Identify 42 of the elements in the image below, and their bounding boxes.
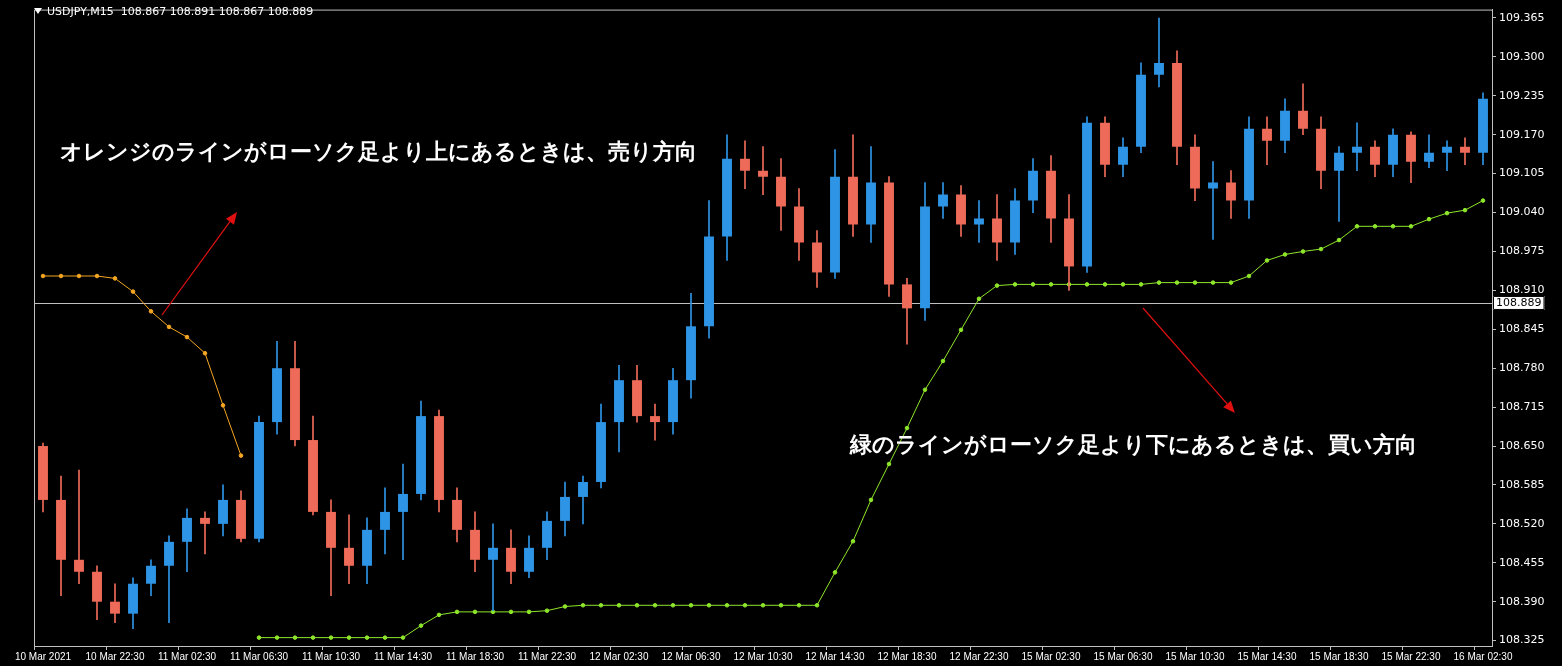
- x-tick-label: 11 Mar 06:30: [229, 650, 289, 662]
- x-tick-label: 12 Mar 22:30: [949, 650, 1009, 662]
- x-tick-label: 15 Mar 18:30: [1309, 650, 1369, 662]
- x-tick-label: 15 Mar 06:30: [1093, 650, 1153, 662]
- y-tick-label: 109.235: [1499, 88, 1545, 102]
- x-tick-label: 12 Mar 10:30: [733, 650, 793, 662]
- y-tick-label: 108.325: [1499, 633, 1545, 647]
- x-tick-label: 12 Mar 18:30: [877, 650, 937, 662]
- x-tick-label: 11 Mar 02:30: [157, 650, 217, 662]
- y-tick-label: 108.455: [1499, 555, 1545, 569]
- x-tick-label: 11 Mar 18:30: [445, 650, 505, 662]
- annotation: 緑のラインがローソク足より下にあるときは、買い方向: [850, 431, 1417, 459]
- y-tick-label: 109.040: [1499, 205, 1545, 219]
- x-tick-label: 11 Mar 22:30: [517, 650, 577, 662]
- x-tick-label: 12 Mar 06:30: [661, 650, 721, 662]
- y-tick-label: 109.300: [1499, 49, 1545, 63]
- y-tick-label: 108.780: [1499, 361, 1545, 375]
- x-tick-label: 12 Mar 02:30: [589, 650, 649, 662]
- y-tick-label: 108.845: [1499, 322, 1545, 336]
- x-tick-label: 11 Mar 14:30: [373, 650, 433, 662]
- y-tick-label: 108.975: [1499, 244, 1545, 258]
- x-tick-label: 10 Mar 2021: [14, 650, 72, 662]
- y-tick-label: 108.910: [1499, 283, 1545, 297]
- x-tick-label: 15 Mar 14:30: [1237, 650, 1297, 662]
- x-tick-label: 15 Mar 02:30: [1021, 650, 1081, 662]
- y-tick-label: 108.715: [1499, 399, 1545, 413]
- y-tick-label: 108.650: [1499, 438, 1545, 452]
- x-tick-label: 12 Mar 14:30: [805, 650, 865, 662]
- ref-line-label: 108.889: [1496, 295, 1542, 309]
- y-tick-label: 108.520: [1499, 516, 1545, 530]
- x-tick-label: 15 Mar 22:30: [1381, 650, 1441, 662]
- annotation: オレンジのラインがローソク足より上にあるときは、売り方向: [60, 138, 697, 166]
- y-tick-label: 109.170: [1499, 127, 1545, 141]
- chart-title: USDJPY,M15 108.867 108.891 108.867 108.889: [47, 5, 314, 18]
- y-tick-label: 108.585: [1499, 477, 1545, 491]
- x-tick-label: 10 Mar 22:30: [85, 650, 145, 662]
- y-tick-label: 109.105: [1499, 166, 1545, 180]
- x-tick-label: 16 Mar 02:30: [1453, 650, 1513, 662]
- y-tick-label: 108.390: [1499, 594, 1545, 608]
- x-tick-label: 11 Mar 10:30: [301, 650, 361, 662]
- y-tick-label: 109.365: [1499, 10, 1545, 24]
- x-tick-label: 15 Mar 10:30: [1165, 650, 1225, 662]
